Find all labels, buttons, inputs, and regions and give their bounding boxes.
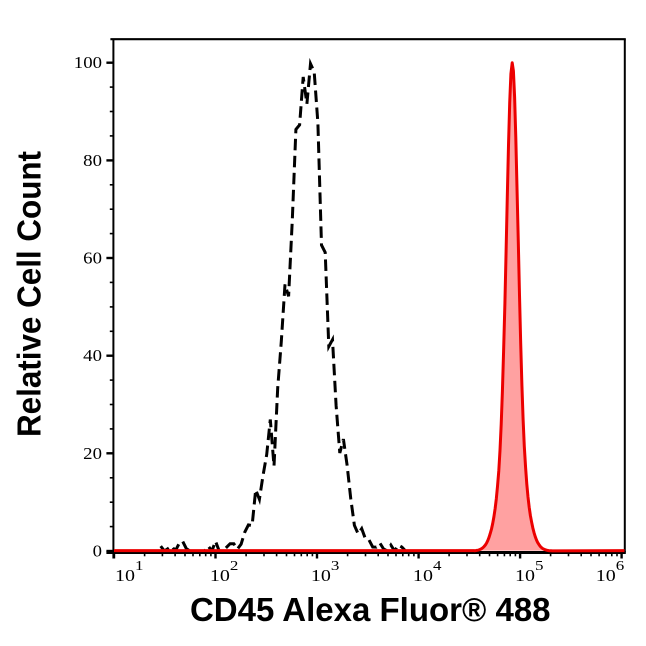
svg-text:100: 100 [74,53,102,72]
svg-text:Relative Cell Count: Relative Cell Count [10,151,47,437]
svg-text:60: 60 [83,249,102,268]
svg-text:40: 40 [83,346,102,365]
svg-text:CD45 Alexa Fluor® 488: CD45 Alexa Fluor® 488 [190,591,551,628]
svg-text:20: 20 [83,444,102,463]
svg-text:80: 80 [83,151,102,170]
svg-text:0: 0 [93,542,102,561]
